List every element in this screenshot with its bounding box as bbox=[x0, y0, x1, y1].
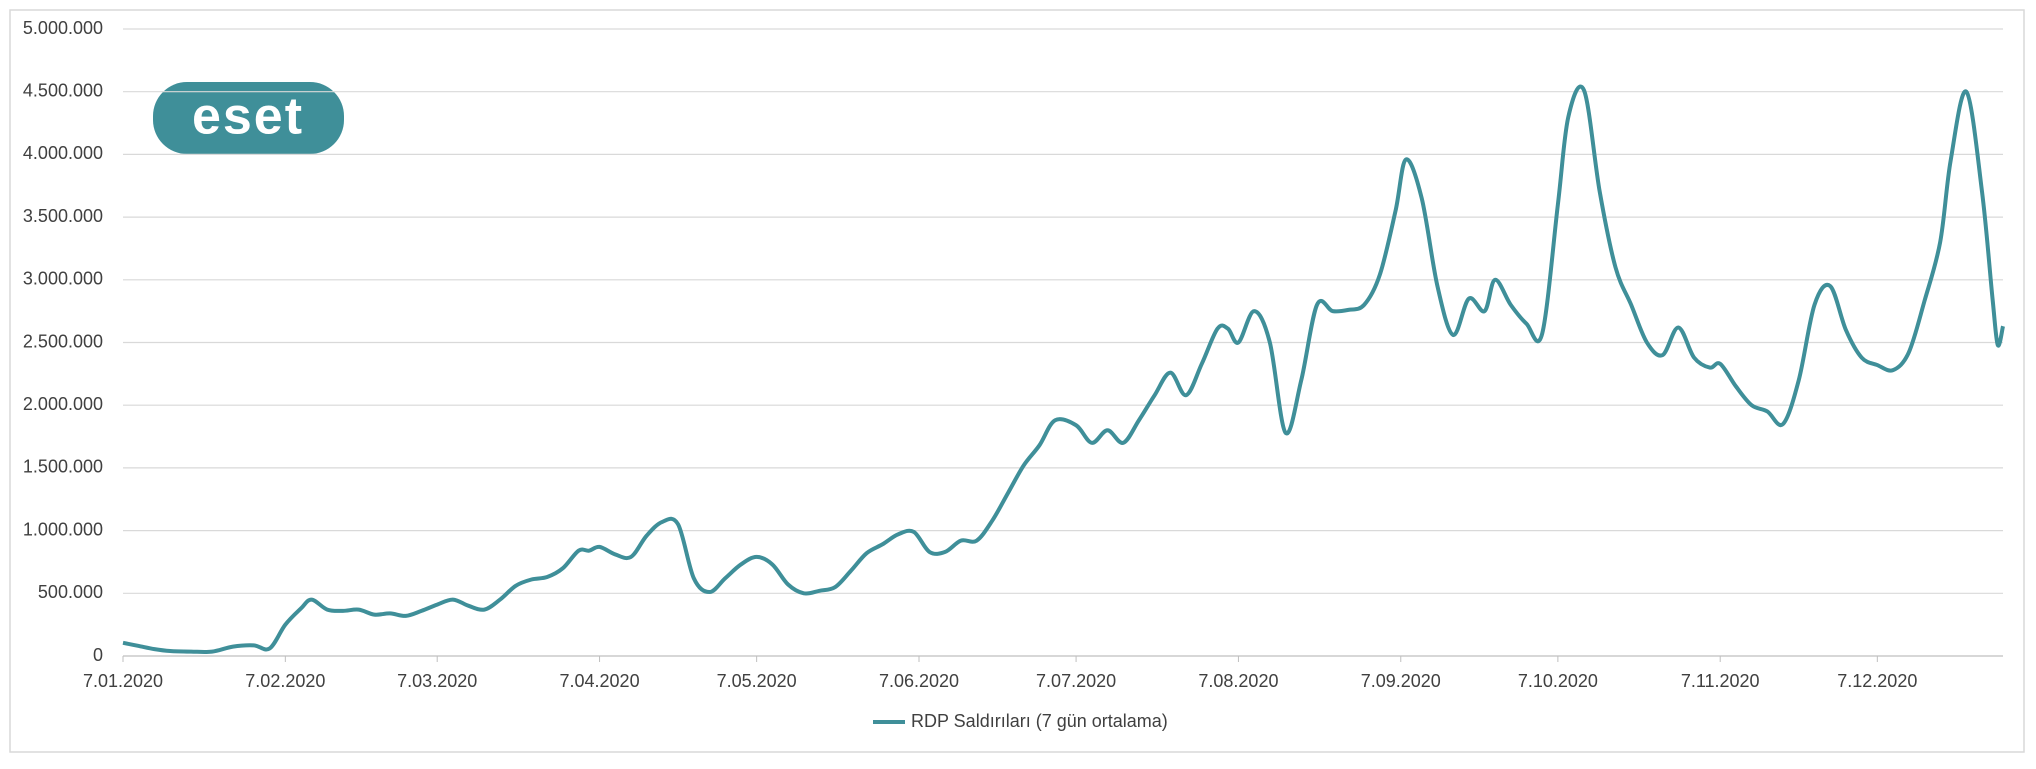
y-tick-label: 500.000 bbox=[38, 582, 103, 602]
chart-frame bbox=[9, 9, 2025, 753]
y-tick-label: 1.500.000 bbox=[23, 457, 103, 477]
y-tick-label: 2.500.000 bbox=[23, 331, 103, 351]
x-tick-label: 7.03.2020 bbox=[397, 671, 477, 691]
logo-text: eset bbox=[192, 88, 304, 146]
x-tick-label: 7.07.2020 bbox=[1036, 671, 1116, 691]
x-tick-label: 7.10.2020 bbox=[1518, 671, 1598, 691]
x-tick-label: 7.12.2020 bbox=[1837, 671, 1917, 691]
grid bbox=[122, 28, 2003, 662]
y-tick-label: 5.000.000 bbox=[23, 18, 103, 38]
x-tick-label: 7.02.2020 bbox=[245, 671, 325, 691]
data-line bbox=[122, 84, 2005, 655]
y-tick-label: 4.000.000 bbox=[23, 143, 103, 163]
y-tick-label: 0 bbox=[93, 645, 103, 665]
logo-badge bbox=[153, 82, 344, 154]
x-tick-label: 7.06.2020 bbox=[879, 671, 959, 691]
legend-label: RDP Saldırıları (7 gün ortalama) bbox=[911, 711, 1168, 731]
x-tick-label: 7.05.2020 bbox=[717, 671, 797, 691]
y-tick-label: 1.000.000 bbox=[23, 519, 103, 539]
y-tick-label: 2.000.000 bbox=[23, 394, 103, 414]
y-tick-label: 3.500.000 bbox=[23, 206, 103, 226]
x-tick-label: 7.08.2020 bbox=[1198, 671, 1278, 691]
x-tick-label: 7.11.2020 bbox=[1681, 671, 1760, 691]
x-tick-label: 7.01.2020 bbox=[83, 671, 163, 691]
y-tick-label: 3.000.000 bbox=[23, 269, 103, 289]
logo: eset bbox=[153, 82, 344, 154]
x-tick-label: 7.04.2020 bbox=[560, 671, 640, 691]
x-tick-label: 7.09.2020 bbox=[1361, 671, 1441, 691]
plot bbox=[122, 84, 2005, 655]
y-tick-label: 4.500.000 bbox=[23, 80, 103, 100]
